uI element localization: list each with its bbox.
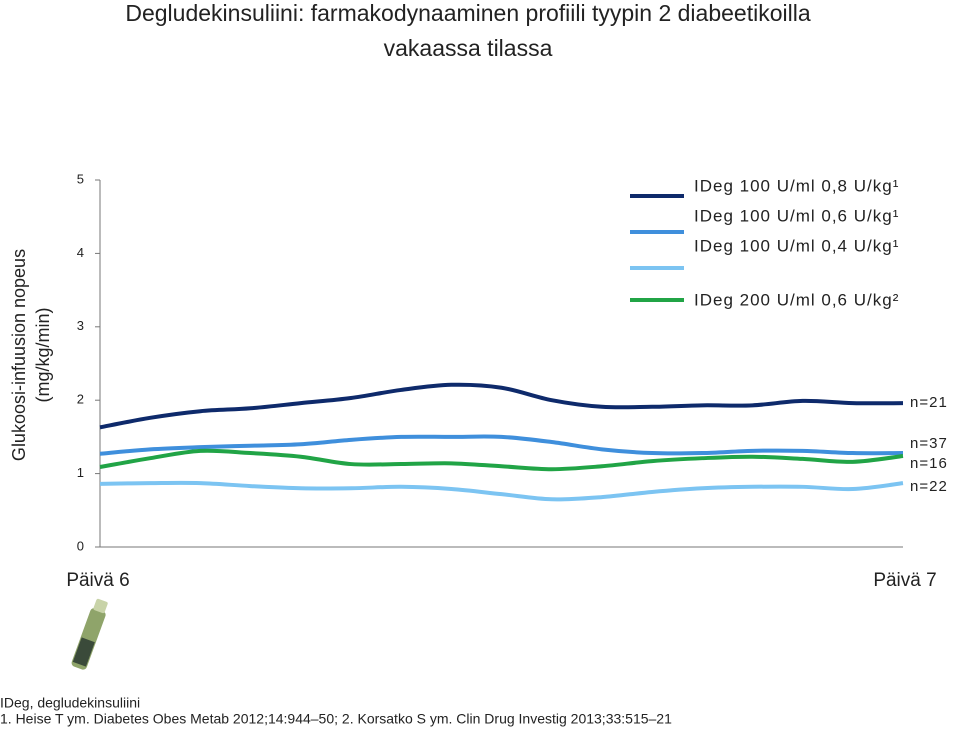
y-tick-label: 5 — [77, 171, 84, 186]
footnote: 1. Heise T ym. Diabetes Obes Metab 2012;… — [0, 711, 672, 727]
footnote: IDeg, degludekinsuliini — [0, 695, 140, 711]
y-tick-label: 1 — [77, 465, 84, 480]
legend-label: IDeg 100 U/ml 0,8 U/kg¹ — [694, 176, 899, 195]
y-tick-label: 0 — [77, 538, 84, 553]
line — [99, 434, 904, 456]
line — [99, 448, 904, 472]
pen-icon — [71, 598, 108, 670]
x-tick-label: Päivä 6 — [66, 570, 129, 591]
y-axis-label: Glukoosi-infuusion nopeus — [9, 249, 29, 461]
x-tick-label: Päivä 7 — [873, 570, 936, 591]
chart-title: Degludekinsuliini: farmakodynaaminen pro… — [125, 0, 810, 26]
legend-label: IDeg 200 U/ml 0,6 U/kg² — [694, 290, 899, 309]
legend-label: IDeg 100 U/ml 0,6 U/kg¹ — [694, 206, 899, 225]
line — [99, 480, 904, 502]
chart-title: vakaassa tilassa — [384, 35, 553, 61]
y-tick-label: 3 — [77, 318, 84, 333]
y-tick-label: 4 — [77, 245, 84, 260]
y-tick-label: 2 — [77, 392, 84, 407]
series-n-label: n=21 — [910, 394, 948, 411]
series-n-label: n=16 — [910, 455, 948, 472]
series-n-label: n=22 — [910, 478, 948, 495]
legend-label: IDeg 100 U/ml 0,4 U/kg¹ — [694, 236, 899, 255]
series-n-label: n=37 — [910, 435, 948, 452]
y-axis-label: (mg/kg/min) — [33, 307, 53, 402]
line — [99, 382, 904, 430]
